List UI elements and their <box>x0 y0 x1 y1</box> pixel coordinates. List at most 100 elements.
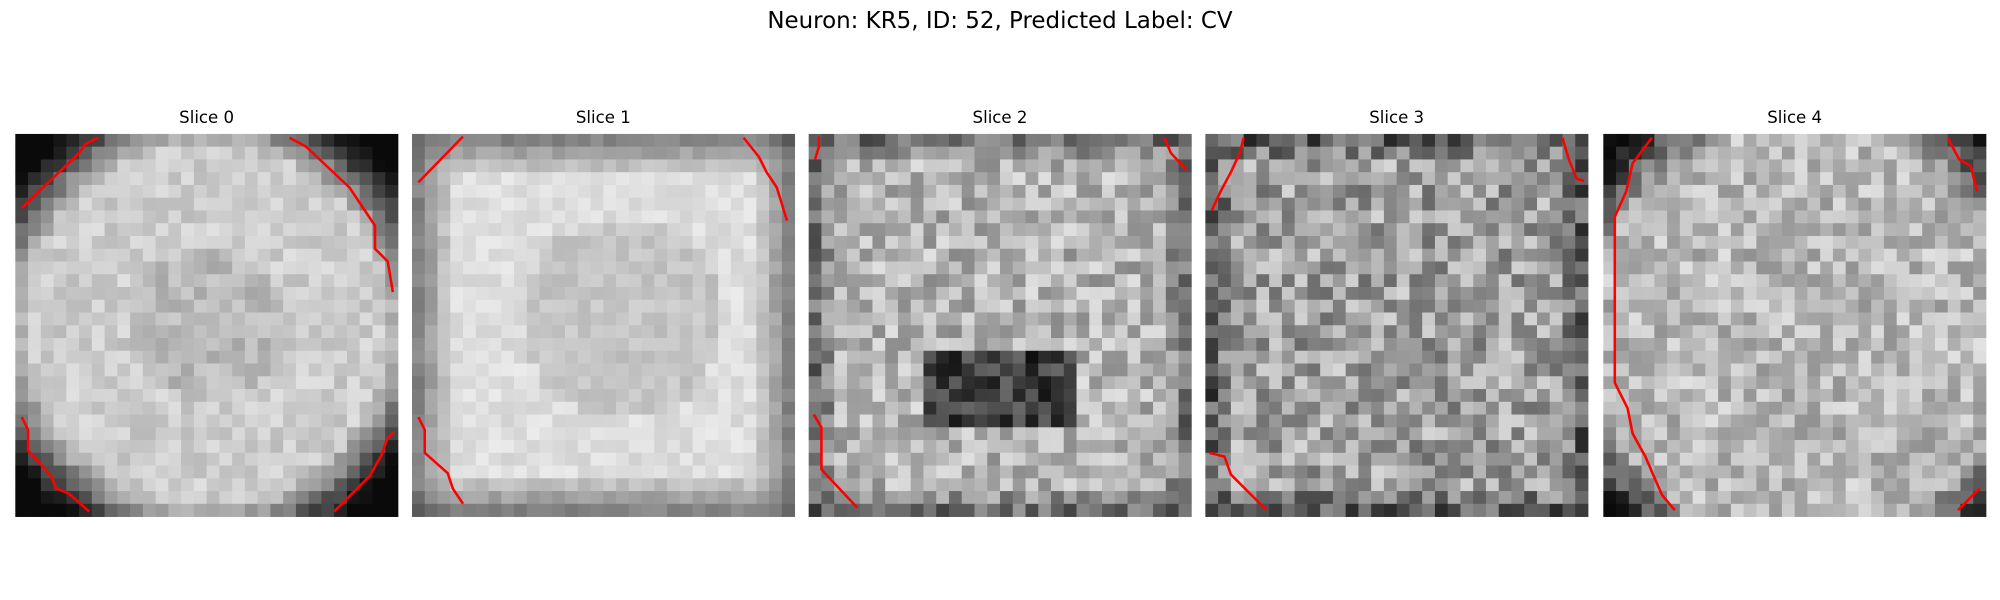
pixel <box>1781 248 1796 262</box>
pixel <box>1756 452 1770 466</box>
pixel <box>1679 210 1693 224</box>
pixel <box>1051 210 1065 224</box>
pixel <box>603 401 617 415</box>
pixel <box>1383 299 1398 313</box>
pixel <box>1409 146 1423 160</box>
pixel <box>1960 184 1974 199</box>
pixel <box>346 197 361 211</box>
pixel <box>526 184 540 199</box>
pixel <box>1230 261 1245 275</box>
pixel <box>1294 465 1308 479</box>
pixel <box>1076 350 1090 364</box>
pixel <box>1307 159 1321 173</box>
pixel <box>1012 414 1026 428</box>
pixel <box>1769 197 1783 211</box>
pixel <box>923 248 937 262</box>
pixel <box>1383 401 1398 415</box>
pixel <box>654 261 668 275</box>
pixel <box>1371 274 1385 288</box>
pixel <box>769 325 783 339</box>
pixel <box>1743 389 1757 403</box>
pixel <box>948 465 963 479</box>
pixel <box>577 223 591 237</box>
pixel <box>321 363 335 377</box>
pixel <box>1358 274 1372 288</box>
pixel <box>1114 427 1128 441</box>
pixel <box>1511 491 1525 505</box>
pixel <box>463 261 477 275</box>
pixel <box>1934 286 1949 301</box>
pixel <box>117 286 131 301</box>
pixel <box>232 389 246 403</box>
pixel <box>1051 299 1065 313</box>
pixel <box>1549 350 1563 364</box>
pixel <box>1473 503 1487 517</box>
pixel <box>1934 338 1949 352</box>
pixel <box>1358 338 1372 352</box>
pixel <box>28 491 42 505</box>
pixel <box>1025 491 1039 505</box>
pixel <box>859 389 873 403</box>
pixel <box>1654 299 1668 313</box>
pixel <box>130 312 144 326</box>
pixel <box>321 248 335 262</box>
pixel <box>475 235 489 250</box>
pixel <box>1524 452 1538 466</box>
pixel <box>1549 401 1563 415</box>
pixel <box>450 248 464 262</box>
pixel <box>1769 159 1783 173</box>
pixel <box>15 197 29 211</box>
pixel <box>1858 414 1872 428</box>
pixel <box>104 197 118 211</box>
pixel <box>1076 414 1090 428</box>
pixel <box>667 465 681 479</box>
pixel <box>142 338 156 352</box>
pixel <box>66 235 80 250</box>
pixel <box>590 414 604 428</box>
pixel <box>15 274 29 288</box>
pixel <box>334 465 348 479</box>
pixel <box>437 210 451 224</box>
pixel <box>705 146 719 160</box>
pixel <box>1178 440 1192 454</box>
pixel <box>1743 376 1757 390</box>
pixel <box>1781 491 1796 505</box>
pixel <box>692 248 706 262</box>
pixel <box>142 312 156 326</box>
pixel <box>1562 248 1576 262</box>
pixel <box>501 184 515 199</box>
pixel <box>821 312 835 326</box>
pixel <box>1934 133 1949 148</box>
pixel <box>616 184 630 199</box>
pixel <box>1153 491 1167 505</box>
pixel <box>743 427 757 441</box>
pixel <box>667 452 681 466</box>
pixel <box>28 159 42 173</box>
pixel <box>1845 261 1859 275</box>
pixel <box>1794 363 1808 377</box>
pixel <box>1794 503 1808 517</box>
pixel <box>463 312 477 326</box>
pixel <box>79 414 93 428</box>
pixel <box>1654 325 1668 339</box>
pixel <box>346 363 361 377</box>
pixel <box>1909 350 1923 364</box>
pixel <box>501 159 515 173</box>
pixel <box>1063 146 1077 160</box>
pixel <box>1756 338 1770 352</box>
pixel <box>948 414 963 428</box>
pixel <box>1536 312 1551 326</box>
pixel <box>308 235 322 250</box>
pixel <box>526 465 540 479</box>
pixel <box>346 325 361 339</box>
pixel <box>1473 248 1487 262</box>
pixel <box>1769 133 1783 148</box>
pixel <box>781 274 796 288</box>
pixel <box>372 210 386 224</box>
pixel <box>232 478 246 492</box>
pixel <box>1153 146 1167 160</box>
pixel <box>1654 146 1668 160</box>
pixel <box>219 350 233 364</box>
pixel <box>1269 503 1283 517</box>
pixel <box>1063 312 1077 326</box>
